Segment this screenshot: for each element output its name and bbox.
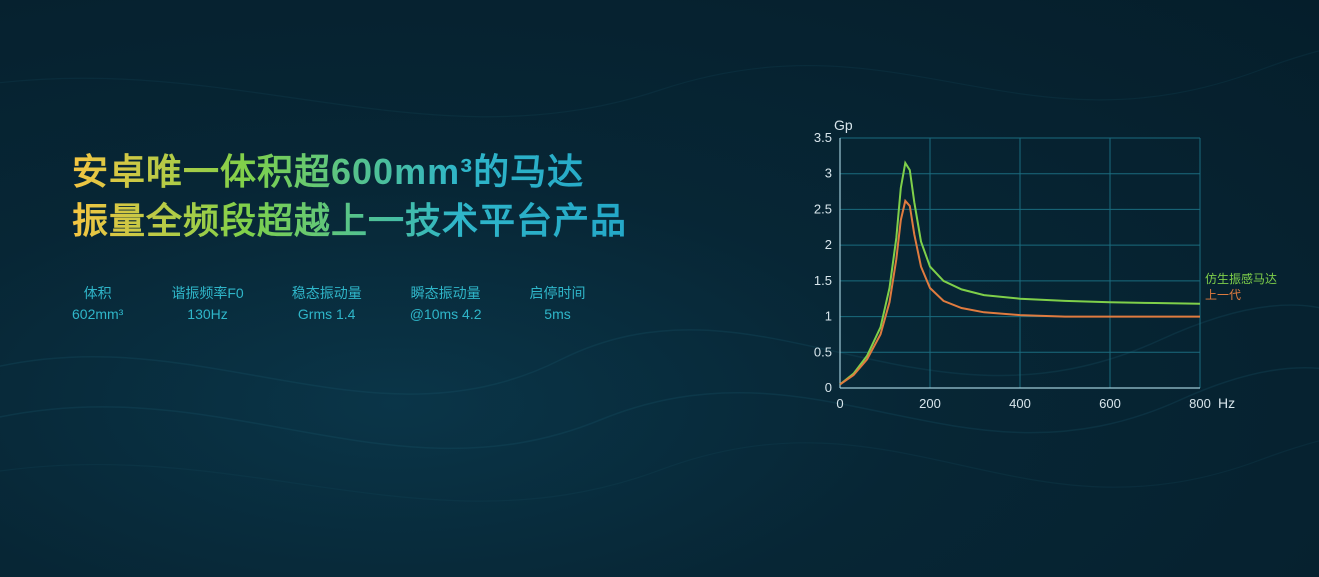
spec-label: 启停时间: [530, 283, 586, 304]
spec-value: 5ms: [530, 304, 586, 325]
y-tick-label: 3: [825, 166, 832, 181]
headline: 安卓唯一体积超600mm³的马达 振量全频段超越上一技术平台产品: [72, 148, 772, 245]
y-tick-label: 2.5: [814, 201, 832, 216]
y-tick-label: 3.5: [814, 130, 832, 145]
spec-label: 稳态振动量: [292, 283, 362, 304]
x-tick-label: 200: [919, 396, 941, 411]
spec-label: 谐振频率F0: [171, 283, 243, 304]
spec-value: 130Hz: [171, 304, 243, 325]
spec-value: @10ms 4.2: [410, 304, 482, 325]
spec-start-stop-time: 启停时间 5ms: [530, 283, 586, 325]
legend-item: 仿生振感马达: [1205, 271, 1277, 286]
spec-steady-vibration: 稳态振动量 Grms 1.4: [292, 283, 362, 325]
x-tick-label: 800: [1189, 396, 1211, 411]
left-content: 安卓唯一体积超600mm³的马达 振量全频段超越上一技术平台产品 体积 602m…: [72, 148, 772, 325]
x-tick-label: 600: [1099, 396, 1121, 411]
headline-line-1: 安卓唯一体积超600mm³的马达: [72, 148, 772, 197]
spec-volume: 体积 602mm³: [72, 283, 123, 325]
spec-label: 瞬态振动量: [410, 283, 482, 304]
x-axis-title: Hz: [1218, 395, 1235, 411]
gp-hz-chart: 00.511.522.533.50200400600800GpHz仿生振感马达上…: [800, 118, 1270, 438]
spec-value: 602mm³: [72, 304, 123, 325]
spec-label: 体积: [72, 283, 123, 304]
y-tick-label: 2: [825, 237, 832, 252]
y-tick-label: 1: [825, 309, 832, 324]
headline-line-2: 振量全频段超越上一技术平台产品: [72, 197, 772, 246]
x-tick-label: 400: [1009, 396, 1031, 411]
y-tick-label: 0.5: [814, 344, 832, 359]
legend-item: 上一代: [1205, 288, 1241, 302]
y-tick-label: 1.5: [814, 273, 832, 288]
spec-list: 体积 602mm³ 谐振频率F0 130Hz 稳态振动量 Grms 1.4 瞬态…: [72, 283, 772, 325]
spec-resonance: 谐振频率F0 130Hz: [171, 283, 243, 325]
spec-value: Grms 1.4: [292, 304, 362, 325]
spec-transient-vibration: 瞬态振动量 @10ms 4.2: [410, 283, 482, 325]
x-tick-label: 0: [836, 396, 843, 411]
y-tick-label: 0: [825, 380, 832, 395]
y-axis-title: Gp: [834, 117, 853, 133]
